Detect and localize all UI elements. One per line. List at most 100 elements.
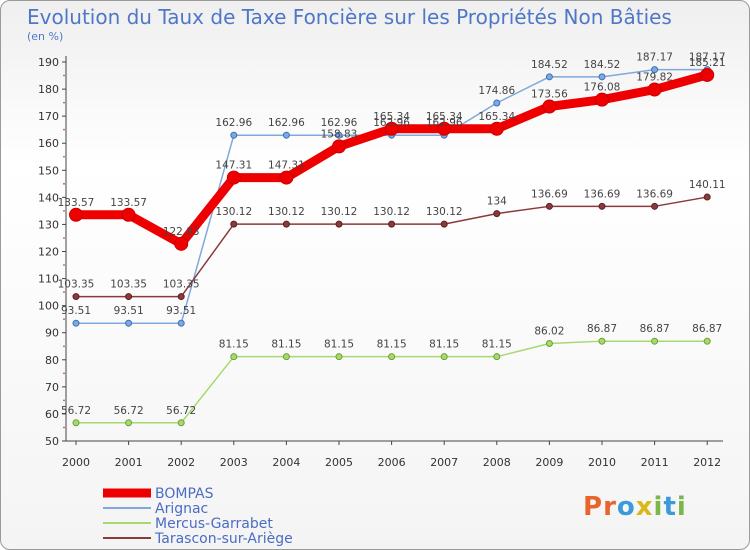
y-tick-label: 110	[38, 273, 59, 286]
data-point	[279, 170, 294, 185]
x-tick-label: 2007	[430, 456, 458, 469]
data-label: 130.12	[268, 206, 305, 218]
legend-label: Tarascon-sur-Ariège	[154, 531, 293, 547]
y-tick-label: 140	[38, 191, 59, 204]
data-label: 162.96	[373, 117, 410, 129]
y-tick-label: 70	[45, 381, 59, 394]
logo-letter: i	[676, 492, 687, 522]
data-point	[545, 202, 553, 210]
data-label: 185.21	[689, 57, 726, 69]
data-label: 162.96	[215, 117, 252, 129]
data-label: 133.57	[58, 197, 95, 209]
data-label: 122.83	[163, 226, 200, 238]
y-minor-tick	[63, 291, 65, 294]
data-point	[388, 220, 396, 228]
data-label: 187.17	[636, 52, 673, 64]
data-point	[493, 210, 501, 218]
data-label: 162.96	[426, 117, 463, 129]
y-minor-tick	[63, 426, 65, 429]
chart-title: Evolution du Taux de Taxe Foncière sur l…	[27, 5, 672, 29]
y-minor-tick	[63, 237, 65, 239]
data-label: 81.15	[219, 339, 249, 351]
data-label: 158.83	[321, 128, 358, 140]
data-point	[437, 121, 452, 136]
data-label: 134	[487, 196, 507, 208]
data-label: 187.17	[689, 52, 726, 64]
data-point	[230, 353, 238, 361]
chart-subtitle: (en %)	[27, 30, 64, 43]
x-tick-label: 2003	[220, 456, 248, 469]
x-tick-label: 2006	[378, 456, 406, 469]
x-tick-label: 2002	[167, 456, 195, 469]
data-point	[647, 82, 662, 97]
data-label: 165.34	[373, 111, 410, 123]
y-tick-label: 170	[38, 110, 59, 123]
y-tick-label: 120	[38, 246, 59, 259]
data-point	[700, 67, 715, 82]
logo-letter: i	[653, 492, 664, 522]
y-minor-tick	[63, 74, 65, 77]
data-point	[230, 131, 238, 139]
data-label: 86.87	[587, 323, 617, 335]
data-label: 56.72	[114, 405, 144, 417]
proxiti-logo: Proxiti	[583, 492, 687, 522]
data-label: 136.69	[636, 188, 673, 200]
x-tick-label: 2000	[62, 456, 90, 469]
data-point	[125, 293, 133, 301]
axes: 50 60 70 80 90 100 110 120 130 140 150 160 170 180 190…	[38, 56, 723, 469]
data-point	[335, 353, 343, 361]
data-label: 103.35	[58, 279, 95, 291]
series-layer	[69, 66, 715, 427]
data-label: 56.72	[166, 405, 196, 417]
data-point	[598, 202, 606, 210]
y-minor-tick	[63, 345, 65, 348]
data-point	[230, 220, 238, 228]
data-point	[226, 170, 241, 185]
data-label: 81.15	[324, 339, 354, 351]
x-tick-label: 2001	[115, 456, 143, 469]
data-label: 103.35	[110, 279, 147, 291]
y-minor-tick	[63, 155, 65, 158]
data-label: 179.82	[636, 72, 673, 84]
data-point	[282, 131, 290, 139]
x-tick-label: 2011	[641, 456, 669, 469]
data-point	[651, 66, 659, 74]
y-tick-label: 100	[38, 300, 59, 313]
x-tick-label: 2004	[272, 456, 300, 469]
data-point	[440, 220, 448, 228]
data-label: 165.34	[478, 111, 515, 123]
legend-label: Arignac	[155, 501, 208, 517]
legend: BOMPASArignacMercus-GarrabetTarascon-sur…	[103, 486, 293, 547]
y-tick-label: 50	[45, 435, 59, 448]
y-minor-tick	[63, 101, 65, 104]
data-point	[282, 353, 290, 361]
data-label: 147.31	[268, 160, 305, 172]
data-point	[174, 236, 189, 251]
data-point	[125, 319, 133, 327]
y-tick-label: 130	[38, 218, 59, 231]
data-point	[121, 207, 136, 222]
data-label: 136.69	[584, 188, 621, 200]
data-label: 147.31	[215, 160, 252, 172]
y-tick-label: 160	[38, 137, 59, 150]
data-point	[440, 353, 448, 361]
data-point	[72, 419, 80, 427]
data-point	[545, 339, 553, 347]
y-tick-label: 190	[38, 56, 59, 69]
y-tick-label: 60	[45, 408, 59, 421]
x-tick-label: 2012	[693, 456, 721, 469]
data-point	[69, 207, 83, 222]
data-label: 162.96	[268, 117, 305, 129]
data-point	[489, 121, 504, 136]
data-point	[651, 202, 659, 210]
data-point	[545, 73, 553, 81]
data-point	[72, 319, 80, 327]
series-line-bompas	[71, 70, 712, 249]
y-minor-tick	[63, 399, 65, 402]
data-label: 81.15	[429, 339, 459, 351]
y-tick-label: 90	[45, 327, 59, 340]
data-label: 184.52	[531, 59, 568, 71]
data-point	[177, 419, 185, 427]
data-label: 184.52	[584, 59, 621, 71]
data-point	[703, 337, 711, 345]
